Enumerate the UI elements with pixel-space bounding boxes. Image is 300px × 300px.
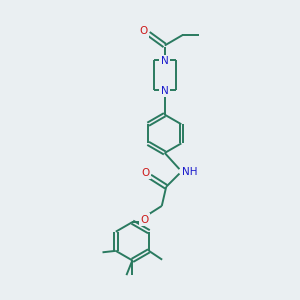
Text: NH: NH bbox=[182, 167, 197, 177]
Text: O: O bbox=[142, 168, 150, 178]
Text: O: O bbox=[139, 26, 147, 36]
Text: O: O bbox=[140, 214, 148, 225]
Text: N: N bbox=[161, 56, 169, 66]
Text: N: N bbox=[161, 85, 169, 96]
